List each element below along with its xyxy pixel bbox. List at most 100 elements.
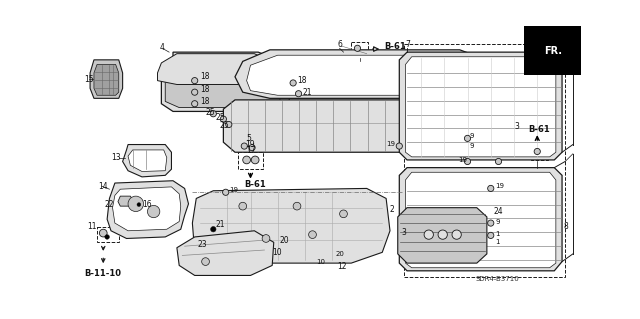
Polygon shape (113, 187, 180, 231)
Polygon shape (123, 145, 172, 177)
Circle shape (243, 156, 250, 164)
Polygon shape (399, 52, 562, 160)
Circle shape (128, 196, 143, 211)
Circle shape (262, 235, 270, 242)
Circle shape (191, 78, 198, 84)
Text: B-61: B-61 (384, 42, 406, 51)
Circle shape (137, 203, 141, 206)
Polygon shape (246, 55, 484, 95)
Text: 17: 17 (246, 146, 256, 155)
Circle shape (488, 185, 494, 191)
Polygon shape (399, 168, 562, 271)
Polygon shape (107, 181, 189, 239)
Circle shape (534, 148, 540, 154)
Circle shape (105, 235, 109, 239)
Circle shape (465, 135, 470, 141)
Text: 11: 11 (87, 222, 97, 231)
Text: 7: 7 (406, 40, 410, 49)
Text: 18: 18 (200, 85, 210, 93)
Circle shape (211, 226, 216, 232)
Bar (404, 44, 565, 277)
Circle shape (396, 143, 403, 149)
Polygon shape (118, 196, 132, 206)
Circle shape (252, 156, 259, 164)
Polygon shape (161, 52, 289, 111)
Circle shape (202, 258, 209, 265)
Circle shape (191, 89, 198, 95)
Polygon shape (90, 60, 123, 98)
Text: 19: 19 (245, 140, 255, 149)
Text: 14: 14 (99, 182, 108, 191)
Text: 18: 18 (200, 72, 210, 81)
Circle shape (239, 202, 246, 210)
Circle shape (293, 202, 301, 210)
Text: 3: 3 (514, 122, 519, 131)
Circle shape (355, 45, 360, 51)
Text: 10: 10 (316, 259, 325, 264)
Polygon shape (177, 231, 274, 275)
Text: 21: 21 (303, 88, 312, 97)
Text: 9: 9 (470, 133, 474, 139)
Text: 19: 19 (230, 187, 239, 193)
Circle shape (488, 232, 494, 239)
Circle shape (438, 230, 447, 239)
Text: 3: 3 (402, 228, 406, 237)
Circle shape (296, 91, 301, 97)
Polygon shape (128, 150, 167, 172)
Text: 4: 4 (160, 43, 164, 52)
Text: 16: 16 (142, 200, 152, 209)
Circle shape (241, 143, 248, 149)
Text: 9: 9 (470, 143, 474, 149)
Bar (351, 42, 368, 57)
Text: 6: 6 (337, 40, 342, 49)
Bar (97, 227, 119, 242)
Circle shape (495, 159, 502, 165)
Polygon shape (94, 64, 119, 95)
Text: SDR4-B3710: SDR4-B3710 (476, 276, 519, 282)
Polygon shape (406, 172, 556, 268)
Text: 19: 19 (386, 141, 395, 147)
Polygon shape (406, 57, 556, 157)
Text: 18: 18 (297, 76, 307, 85)
Circle shape (210, 111, 216, 117)
Circle shape (249, 145, 255, 151)
Text: 22: 22 (105, 200, 115, 209)
Text: 21: 21 (216, 220, 225, 229)
Text: 25: 25 (220, 121, 229, 130)
Circle shape (223, 189, 229, 195)
Circle shape (308, 231, 316, 239)
Circle shape (452, 230, 461, 239)
Text: 20: 20 (336, 251, 344, 257)
Text: 8: 8 (564, 222, 568, 231)
Text: B-11-10: B-11-10 (84, 270, 121, 278)
Polygon shape (165, 58, 280, 108)
Text: 25: 25 (216, 113, 225, 122)
Polygon shape (235, 50, 499, 98)
Text: 18: 18 (200, 97, 210, 106)
Text: 5: 5 (246, 134, 252, 143)
Polygon shape (223, 100, 510, 152)
Circle shape (424, 230, 433, 239)
Text: 9: 9 (495, 219, 500, 225)
Text: 2: 2 (390, 205, 395, 214)
Circle shape (465, 159, 470, 165)
Text: 23: 23 (198, 240, 207, 249)
Bar (531, 145, 548, 160)
Text: 19: 19 (495, 183, 504, 189)
Circle shape (488, 220, 494, 226)
Circle shape (220, 116, 227, 122)
Text: 1: 1 (495, 231, 500, 237)
Circle shape (226, 122, 232, 128)
Polygon shape (157, 54, 278, 85)
Bar (238, 152, 263, 169)
Text: 15: 15 (84, 75, 93, 84)
Polygon shape (397, 208, 487, 263)
Text: B-61: B-61 (244, 180, 266, 189)
Circle shape (147, 205, 160, 218)
Text: 25: 25 (205, 108, 215, 117)
Text: 10: 10 (272, 248, 282, 257)
Text: 19: 19 (458, 157, 467, 163)
Circle shape (290, 80, 296, 86)
Text: FR.: FR. (544, 46, 562, 56)
Circle shape (340, 210, 348, 218)
